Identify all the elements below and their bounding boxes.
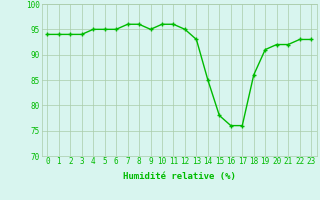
X-axis label: Humidité relative (%): Humidité relative (%) [123,172,236,181]
